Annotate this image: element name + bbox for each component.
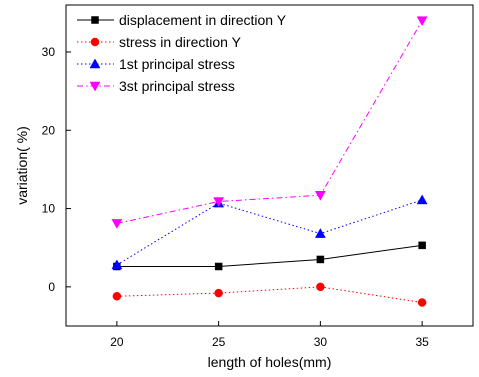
- data-point: [314, 228, 326, 238]
- legend-entry: stress in direction Y: [77, 34, 242, 50]
- series-line: [116, 199, 423, 266]
- x-tick-label: 35: [415, 335, 429, 349]
- legend-marker: [89, 58, 101, 69]
- x-tick-label: 25: [212, 335, 226, 349]
- legend-entry: 1st principal stress: [77, 56, 235, 72]
- x-axis: 20 25 30 35: [110, 321, 429, 349]
- series-layer: [111, 16, 428, 307]
- series-line: [116, 286, 423, 304]
- data-point: [416, 194, 428, 205]
- legend-marker: [89, 81, 101, 92]
- x-tick-label: 30: [314, 335, 328, 349]
- series-line: [116, 244, 423, 267]
- y-tick-label: 30: [42, 45, 56, 59]
- legend-label: 1st principal stress: [119, 56, 235, 72]
- legend-label: 3st principal stress: [119, 78, 235, 94]
- series-line: [116, 20, 423, 224]
- data-point: [417, 298, 427, 307]
- data-point: [418, 241, 426, 250]
- legend-marker: [91, 16, 99, 24]
- y-tick-label: 10: [42, 202, 56, 216]
- legend: displacement in direction Y stress in dir…: [77, 12, 287, 94]
- data-point: [316, 255, 325, 264]
- data-point: [111, 219, 123, 229]
- legend-label: stress in direction Y: [119, 34, 242, 50]
- series-4: [111, 16, 428, 229]
- legend-marker: [90, 37, 100, 47]
- y-axis: 0 10 20 30: [42, 45, 71, 294]
- legend-entry: 3st principal stress: [77, 78, 235, 94]
- data-point: [214, 262, 223, 271]
- data-point: [214, 288, 223, 298]
- plot-area: [65, 4, 474, 327]
- series-1: [113, 241, 426, 271]
- data-point: [316, 282, 325, 292]
- x-tick-label: 20: [110, 335, 124, 349]
- series-3: [111, 194, 428, 270]
- data-point: [213, 197, 225, 208]
- legend-entry: displacement in direction Y: [77, 12, 287, 28]
- y-tick-label: 0: [48, 280, 55, 294]
- data-point: [112, 291, 122, 301]
- plot-frame: [65, 4, 474, 327]
- legend-label: displacement in direction Y: [119, 12, 287, 28]
- x-axis-label: length of holes(mm): [208, 354, 332, 370]
- data-point: [416, 16, 428, 27]
- series-2: [112, 282, 427, 307]
- data-point: [111, 259, 123, 270]
- data-point: [314, 191, 326, 201]
- y-tick-label: 20: [42, 123, 56, 137]
- y-axis-label: variation( %): [14, 126, 30, 205]
